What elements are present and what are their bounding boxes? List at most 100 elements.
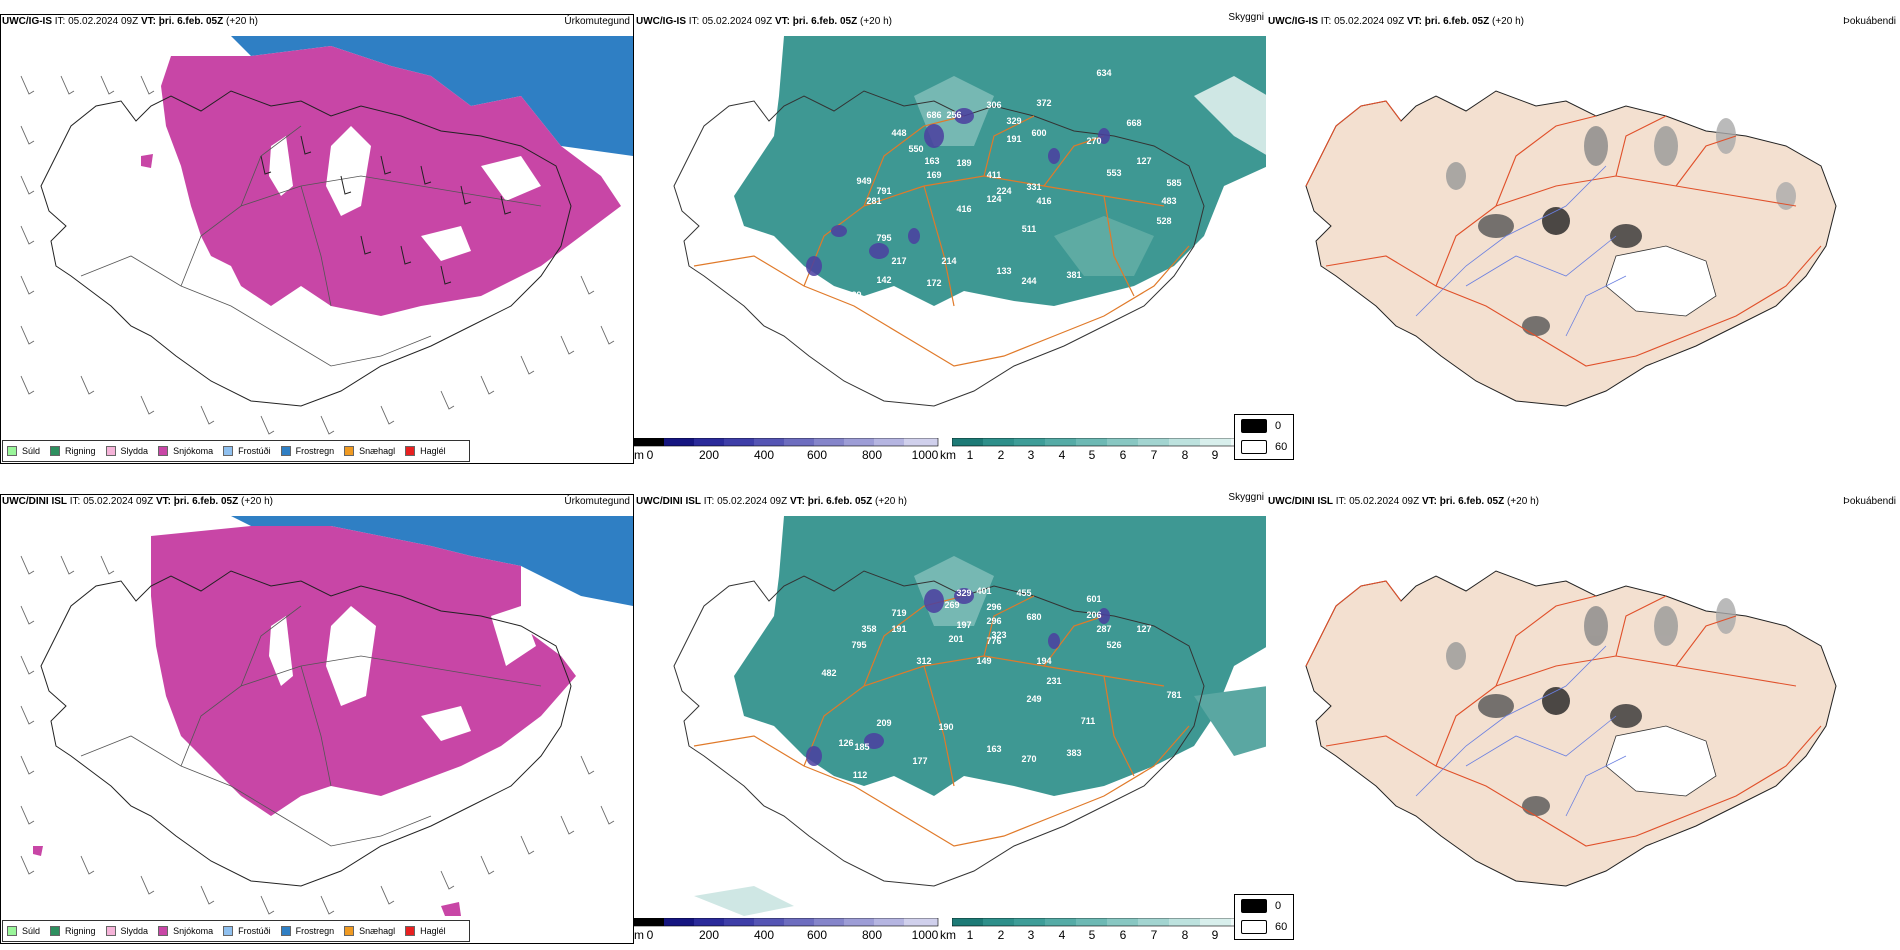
cloud-peak-label: 600 bbox=[1031, 128, 1046, 138]
cloud-peak-label: 127 bbox=[1136, 156, 1151, 166]
cloud-base-colorbar: m 0 200 400 600 800 1000 bbox=[634, 438, 944, 464]
legend-swatch-sudl bbox=[7, 926, 17, 936]
visibility-unit: km bbox=[940, 448, 956, 462]
cloud-base-tick: 0 bbox=[646, 928, 654, 942]
cloud-base-tick: 600 bbox=[806, 928, 828, 942]
model-name: UWC/DINI ISL bbox=[636, 496, 701, 507]
it-label: IT: bbox=[54, 16, 66, 27]
panel-header: UWC/DINI ISL IT: 05.02.2024 09Z VT: þri.… bbox=[1268, 496, 1539, 507]
cloud-base-unit: m bbox=[634, 448, 644, 462]
vt-value: þri. 6.feb. 05Z bbox=[173, 496, 239, 507]
visibility-tick: 3 bbox=[1027, 448, 1035, 462]
vt-label: VT: bbox=[140, 16, 156, 27]
legend-item: Haglél bbox=[405, 926, 446, 936]
cloud-peak-label: 781 bbox=[1166, 690, 1181, 700]
cloud-peak-label: 142 bbox=[876, 275, 891, 285]
it-label: IT: bbox=[703, 496, 715, 507]
visibility-tick: 5 bbox=[1088, 928, 1096, 942]
cloud-base-tick: 800 bbox=[861, 448, 883, 462]
legend-item: Snjókoma bbox=[158, 446, 213, 456]
legend-label: Snjókoma bbox=[173, 446, 214, 456]
cloud-peak-label: 372 bbox=[1036, 98, 1051, 108]
cloud-base-tick: 400 bbox=[753, 928, 775, 942]
legend-swatch-rigning bbox=[50, 446, 61, 456]
cloud-peak-label: 306 bbox=[986, 100, 1001, 110]
cloud-peak-label: 383 bbox=[1066, 748, 1081, 758]
cloud-peak-label: 455 bbox=[1016, 588, 1031, 598]
it-label: IT: bbox=[69, 496, 81, 507]
road-network bbox=[1305, 580, 1822, 847]
visibility-tick: 8 bbox=[1181, 928, 1189, 942]
fog-legend-value: 0 bbox=[1275, 900, 1282, 912]
frostregn-area bbox=[231, 516, 633, 606]
cloud-peak-label: 312 bbox=[916, 656, 931, 666]
fog-legend-row: 60 bbox=[1241, 440, 1287, 454]
cloud-peak-label: 217 bbox=[891, 256, 906, 266]
visibility-colorbar: km 1 2 3 4 5 6 7 8 9 10 bbox=[940, 438, 1270, 464]
cloud-peak-label: 358 bbox=[861, 624, 876, 634]
cloud-peak-label: 329 bbox=[956, 588, 971, 598]
cloud-peak-label: 149 bbox=[976, 656, 991, 666]
cloud-peak-label: 448 bbox=[891, 128, 906, 138]
fog-legend-row: 0 bbox=[1241, 419, 1281, 433]
cloud-peak-label: 214 bbox=[941, 256, 956, 266]
cloud-peak-label: 139 bbox=[846, 290, 861, 300]
cloud-peak-label: 177 bbox=[912, 756, 927, 766]
lead-time: (+20 h) bbox=[226, 16, 258, 27]
legend-swatch-frostudi bbox=[223, 446, 234, 456]
road-network bbox=[693, 595, 1190, 847]
fog-legend-value: 60 bbox=[1275, 921, 1288, 933]
it-value: 05.02.2024 09Z bbox=[68, 16, 139, 27]
cloud-peak-label: 711 bbox=[1081, 716, 1096, 726]
cloud-peak-label: 296 bbox=[986, 616, 1001, 626]
precip-panel-row1: UWC/IG-IS IT: 05.02.2024 09Z VT: þri. 6.… bbox=[0, 14, 634, 464]
legend-label: Rigning bbox=[65, 926, 96, 936]
vt-value: þri. 6.feb. 05Z bbox=[807, 496, 873, 507]
legend-swatch-haglel bbox=[405, 926, 416, 936]
fog-legend-value: 60 bbox=[1275, 441, 1288, 453]
land bbox=[1305, 90, 1837, 407]
glacier-white-area bbox=[1605, 725, 1717, 797]
visibility-tick: 9 bbox=[1211, 928, 1219, 942]
legend-label: Snæhagl bbox=[359, 446, 396, 456]
visibility-colorbar: km 1 2 3 4 5 6 7 8 9 10 bbox=[940, 918, 1270, 944]
legend-label: Frostúði bbox=[238, 926, 271, 936]
legend-swatch-snjokoma bbox=[158, 446, 169, 456]
vt-value: þri. 6.feb. 05Z bbox=[1439, 496, 1505, 507]
cloud-base-gradient bbox=[634, 438, 939, 447]
visibility-tick: 8 bbox=[1181, 448, 1189, 462]
cloud-base-gradient bbox=[634, 918, 939, 927]
legend-item: Rigning bbox=[50, 926, 96, 936]
glacier-white-area bbox=[1605, 245, 1717, 317]
cloud-peak-label: 719 bbox=[891, 608, 906, 618]
model-name: UWC/IG-IS bbox=[2, 16, 52, 27]
cloud-peak-label: 329 bbox=[1006, 116, 1021, 126]
model-name: UWC/DINI ISL bbox=[1268, 496, 1333, 507]
legend-swatch-sudl bbox=[7, 446, 17, 456]
cloud-base-tick: 600 bbox=[806, 448, 828, 462]
cloud-peak-label: 270 bbox=[1086, 136, 1101, 146]
precip-legend: Súld Rigning Slydda Snjókoma Frostúði Fr… bbox=[2, 920, 470, 942]
cloud-peak-label: 127 bbox=[1136, 624, 1151, 634]
it-label: IT: bbox=[1335, 496, 1347, 507]
legend-swatch-snaehagl bbox=[344, 446, 355, 456]
cloud-base-tick: 1000 bbox=[911, 928, 939, 942]
legend-item: Snæhagl bbox=[344, 926, 395, 936]
legend-item: Frostúði bbox=[223, 926, 271, 936]
visibility-tick: 6 bbox=[1119, 448, 1127, 462]
precip-map bbox=[1, 36, 633, 441]
panel-title: Þokuábendi bbox=[1843, 16, 1896, 27]
cloud-peak-label: 189 bbox=[956, 158, 971, 168]
cloud-peak-label: 776 bbox=[986, 636, 1001, 646]
cloud-peak-label: 411 bbox=[987, 170, 1002, 180]
visibility-tick: 7 bbox=[1150, 928, 1158, 942]
legend-label: Slydda bbox=[120, 446, 149, 456]
vt-label: VT: bbox=[155, 496, 171, 507]
fog-legend: 0 60 bbox=[1234, 414, 1294, 460]
road-network bbox=[1305, 100, 1822, 367]
fog-swatch-light bbox=[1241, 440, 1267, 454]
cloud-peak-label: 795 bbox=[851, 640, 866, 650]
frostregn-area bbox=[231, 36, 633, 156]
lead-time: (+20 h) bbox=[875, 496, 907, 507]
legend-item: Súld bbox=[7, 926, 40, 936]
